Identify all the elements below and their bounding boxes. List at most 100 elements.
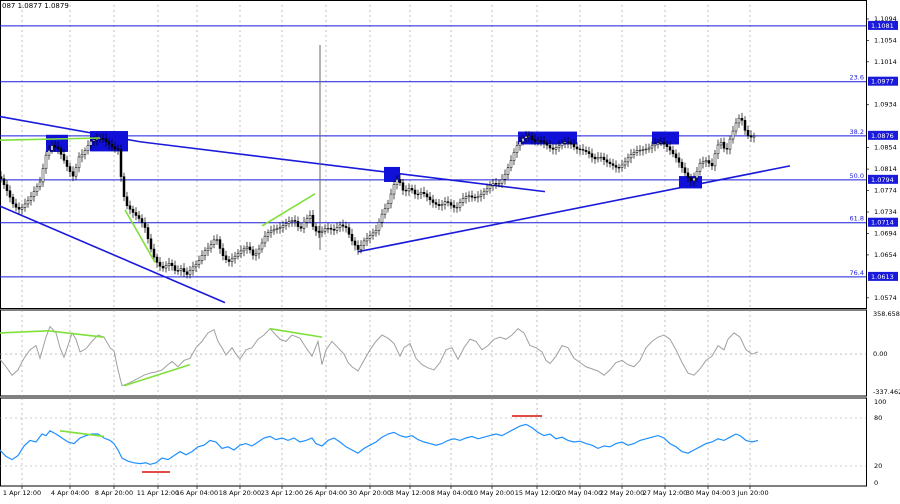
candle-body bbox=[497, 183, 501, 185]
fib-level-percent: 23.6 bbox=[850, 74, 864, 82]
candle-body bbox=[305, 218, 309, 223]
candle-body bbox=[392, 184, 396, 195]
candle-body bbox=[629, 154, 633, 159]
candle-body bbox=[92, 139, 96, 142]
candle-body bbox=[476, 196, 480, 198]
price-tick-label: 1.0694 bbox=[874, 229, 897, 237]
cci-divergence-line bbox=[269, 327, 323, 338]
candle-body bbox=[224, 255, 228, 260]
candle-body bbox=[248, 246, 252, 251]
candle-body bbox=[602, 156, 606, 161]
candle-body bbox=[725, 148, 729, 150]
candle-body bbox=[464, 196, 468, 199]
candle-body bbox=[623, 161, 627, 166]
candle-body bbox=[473, 196, 477, 199]
price-level-tag bbox=[868, 130, 898, 140]
candle-body bbox=[206, 247, 210, 252]
candle-body bbox=[461, 198, 465, 203]
price-tick-label: 1.1094 bbox=[874, 15, 897, 23]
time-tick-label: 3 Jun 20:00 bbox=[731, 489, 768, 497]
rsi-line bbox=[0, 423, 759, 466]
candle-body bbox=[689, 177, 693, 182]
candle-body bbox=[68, 166, 72, 172]
rsi-scale-label: 100 bbox=[874, 398, 886, 406]
candle-body bbox=[221, 248, 225, 256]
candle-body bbox=[320, 230, 324, 233]
candle-body bbox=[707, 160, 711, 164]
candle-body bbox=[635, 150, 639, 153]
candle-body bbox=[677, 157, 681, 163]
candle-body bbox=[488, 185, 492, 190]
candle-body bbox=[479, 194, 483, 197]
candle-body bbox=[50, 145, 54, 151]
candle-body bbox=[71, 171, 75, 177]
candle-body bbox=[485, 188, 489, 193]
candle-body bbox=[419, 192, 423, 195]
candle-body bbox=[590, 153, 594, 158]
candle-body bbox=[179, 268, 183, 271]
candle-body bbox=[332, 228, 336, 231]
price-tick-label: 1.0854 bbox=[874, 144, 897, 152]
candle-body bbox=[731, 130, 735, 140]
candle-body bbox=[422, 192, 426, 195]
price-level-tag bbox=[868, 217, 898, 227]
candle-body bbox=[599, 156, 603, 159]
price-divergence-line bbox=[124, 209, 156, 263]
cci-divergence-line bbox=[47, 330, 105, 338]
rsi-pane-frame bbox=[0, 397, 867, 487]
candle-body bbox=[173, 265, 177, 271]
candle-body bbox=[374, 229, 378, 234]
candle-body bbox=[41, 168, 45, 183]
time-tick-label: 3 May 12:00 bbox=[390, 489, 430, 497]
candle-body bbox=[701, 161, 705, 164]
candle-body bbox=[200, 255, 204, 261]
price-level-tag-text: 1.0714 bbox=[871, 219, 894, 227]
candle-body bbox=[425, 193, 429, 198]
candle-body bbox=[137, 215, 141, 219]
price-tick-label: 1.0574 bbox=[874, 294, 897, 302]
candle-body bbox=[686, 172, 690, 178]
candle-body bbox=[407, 187, 411, 192]
candle-body bbox=[284, 223, 288, 226]
candle-body bbox=[362, 240, 366, 246]
candle-body bbox=[653, 143, 657, 147]
candle-body bbox=[17, 207, 21, 210]
candle-body bbox=[101, 138, 105, 140]
rsi-scale-label: 0 bbox=[874, 479, 878, 487]
candle-body bbox=[299, 226, 303, 229]
candle-body bbox=[548, 145, 552, 149]
candle-body bbox=[167, 262, 171, 266]
candle-body bbox=[365, 238, 369, 242]
trend-line bbox=[0, 205, 226, 304]
price-tick-label: 1.1014 bbox=[874, 58, 897, 66]
fib-level-percent: 50.0 bbox=[850, 172, 864, 180]
candle-body bbox=[398, 179, 402, 183]
candle-body bbox=[647, 147, 651, 150]
candle-body bbox=[734, 122, 738, 132]
candle-body bbox=[32, 191, 36, 197]
candle-body bbox=[710, 162, 714, 167]
candle-body bbox=[11, 196, 15, 205]
price-tick-label: 1.0774 bbox=[874, 187, 897, 195]
candle-body bbox=[278, 227, 282, 229]
candle-body bbox=[413, 189, 417, 195]
candle-body bbox=[368, 235, 372, 239]
candle-body bbox=[2, 178, 6, 185]
fib-level-percent: 38.2 bbox=[850, 128, 864, 136]
time-tick-label: 18 Apr 20:00 bbox=[219, 489, 261, 497]
candle-body bbox=[446, 201, 450, 203]
candle-body bbox=[434, 202, 438, 205]
rsi-scale-label: 20 bbox=[874, 462, 882, 470]
candle-body bbox=[380, 213, 384, 223]
candle-body bbox=[191, 266, 195, 271]
candle-body bbox=[575, 146, 579, 150]
candle-body bbox=[152, 248, 156, 258]
candle-body bbox=[593, 156, 597, 160]
candle-body bbox=[371, 232, 375, 236]
candle-body bbox=[335, 227, 339, 231]
candle-body bbox=[410, 187, 414, 191]
candle-body bbox=[44, 154, 48, 169]
candle-body bbox=[125, 196, 129, 206]
